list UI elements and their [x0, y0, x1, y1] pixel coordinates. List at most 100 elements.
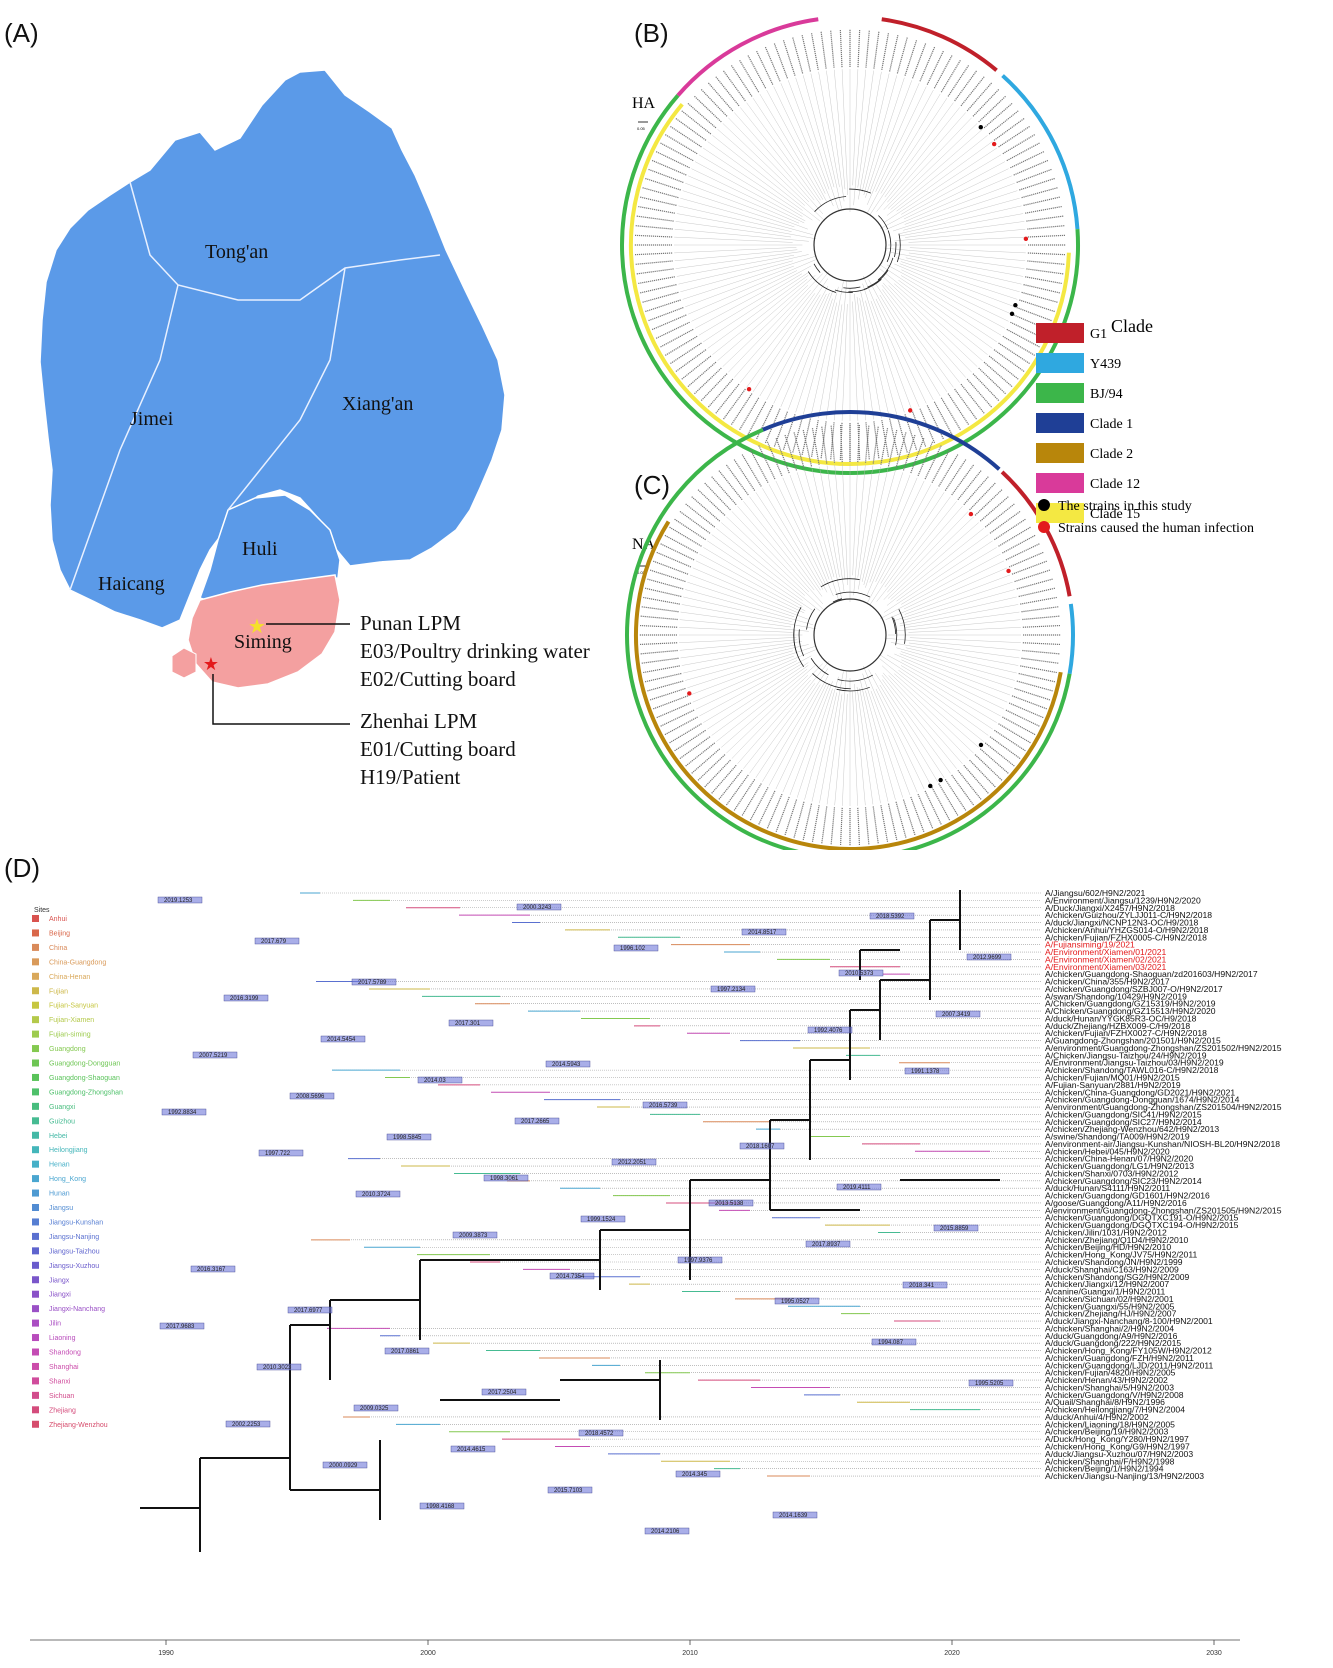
clade-label: Clade 2: [1090, 447, 1133, 462]
tree-branch: [854, 294, 865, 420]
tree-branch: [811, 303, 837, 417]
strain-marker: [928, 784, 932, 788]
tree-branch: [864, 470, 896, 585]
tree-branch: [691, 169, 804, 223]
tip-label: [1006, 543, 1040, 559]
tip-label: [975, 755, 1002, 781]
tip-label: [994, 519, 1026, 540]
tip-label: [637, 206, 674, 213]
tip-label: [660, 710, 694, 726]
clade-ring-arc: [1003, 76, 1078, 230]
tip-label: [1022, 188, 1059, 198]
tree-branch: [842, 304, 847, 421]
clade-legend-title: Clade: [1111, 316, 1153, 336]
tip-label: [964, 765, 989, 794]
tree-branch: [796, 299, 833, 413]
site-label: Jiangxi: [49, 1292, 71, 1299]
node-age-label: 2014.8517: [748, 930, 777, 936]
tip-label: [675, 118, 706, 140]
tree-branch: [882, 679, 950, 773]
tree-branch: [889, 285, 972, 372]
node-age-label: 2014.5454: [327, 1037, 356, 1043]
tip-label: [731, 65, 752, 97]
tip-label: [994, 730, 1026, 751]
node-age-label: 2010.5373: [845, 971, 874, 977]
tip-label: [802, 419, 810, 456]
tree-branch: [679, 637, 796, 642]
tip-label: [890, 419, 898, 456]
tip-label: [636, 216, 674, 221]
tip-label: [708, 379, 733, 408]
site-swatch: [32, 1190, 39, 1197]
time-axis: 1990 2000 2010 2020 2030: [30, 1640, 1240, 1657]
tip-label: [1019, 588, 1056, 596]
tree-branch: [693, 650, 816, 703]
node-age-label: 2017.9683: [166, 1324, 195, 1330]
tree-branch: [870, 492, 944, 605]
tree-branch: [894, 284, 982, 361]
tip-label: [711, 765, 736, 794]
tree-branch: [879, 264, 997, 342]
node-age-label: 2012.9699: [973, 955, 1002, 961]
tip-label: [967, 379, 992, 408]
tip-label: [958, 470, 982, 500]
tree-branch: [762, 685, 820, 782]
tip-label: [1020, 597, 1057, 604]
tree-branch: [881, 94, 940, 194]
tip-label: [803, 804, 811, 841]
tip-label: [691, 749, 720, 774]
tree-branch: [728, 118, 808, 202]
tip-label: [711, 476, 736, 505]
tip-label: [873, 806, 878, 844]
tree-branch: [878, 258, 893, 280]
tip-label: [660, 143, 693, 161]
tip-label: [655, 322, 689, 338]
tree-branch: [868, 90, 934, 212]
tree-branch: [688, 176, 799, 223]
tip-label: [637, 277, 674, 284]
tip-label: [955, 70, 977, 101]
tree-branch: [877, 107, 960, 211]
tip-label: [1003, 336, 1036, 355]
tree-branch: [683, 256, 817, 299]
tree-branch: [863, 276, 919, 407]
marker-dot: [1038, 521, 1050, 533]
site-label: Sichuan: [49, 1393, 74, 1400]
site-swatch: [32, 1334, 39, 1341]
marker-dot: [1038, 499, 1050, 511]
tree-branch: [835, 465, 845, 580]
node-age-label: 2014.7354: [556, 1274, 585, 1280]
tip-label: [687, 103, 716, 128]
tip-label: [1007, 143, 1040, 161]
tree-branch: [889, 675, 969, 758]
tree-branch: [743, 501, 814, 590]
tip-label: [642, 666, 679, 673]
site-swatch: [32, 1392, 39, 1399]
tree-branch: [880, 295, 940, 396]
tree-branch: [712, 534, 803, 600]
tip-label: [674, 730, 706, 751]
site-label: Fujian-siming: [49, 1032, 91, 1039]
tree-branch: [843, 287, 860, 288]
tip-label: [639, 197, 676, 205]
tip-label: [1017, 681, 1054, 691]
tip-label: [701, 89, 727, 116]
site-label: Jiangsu-Taizhou: [49, 1248, 100, 1255]
tip-label: [715, 384, 739, 414]
node-age-label: 1992.8834: [168, 1110, 197, 1116]
tip-label: [1025, 277, 1062, 284]
tree-branch: [900, 654, 1010, 695]
tip-label: [639, 626, 677, 628]
tip-label: [896, 802, 906, 839]
tip-label: [896, 432, 906, 469]
site-label: Jiangsu-Xuzhou: [49, 1263, 99, 1270]
tip-label: [999, 126, 1031, 147]
site-label: Henan: [49, 1162, 70, 1169]
tree-branch: [860, 688, 881, 803]
site-label: Shanxi: [49, 1378, 71, 1385]
tree-branch: [904, 169, 1009, 219]
site-swatch: [32, 1320, 39, 1327]
tree-branch: [853, 302, 858, 421]
clade-swatch: [1036, 323, 1084, 343]
tip-label: [670, 126, 702, 147]
